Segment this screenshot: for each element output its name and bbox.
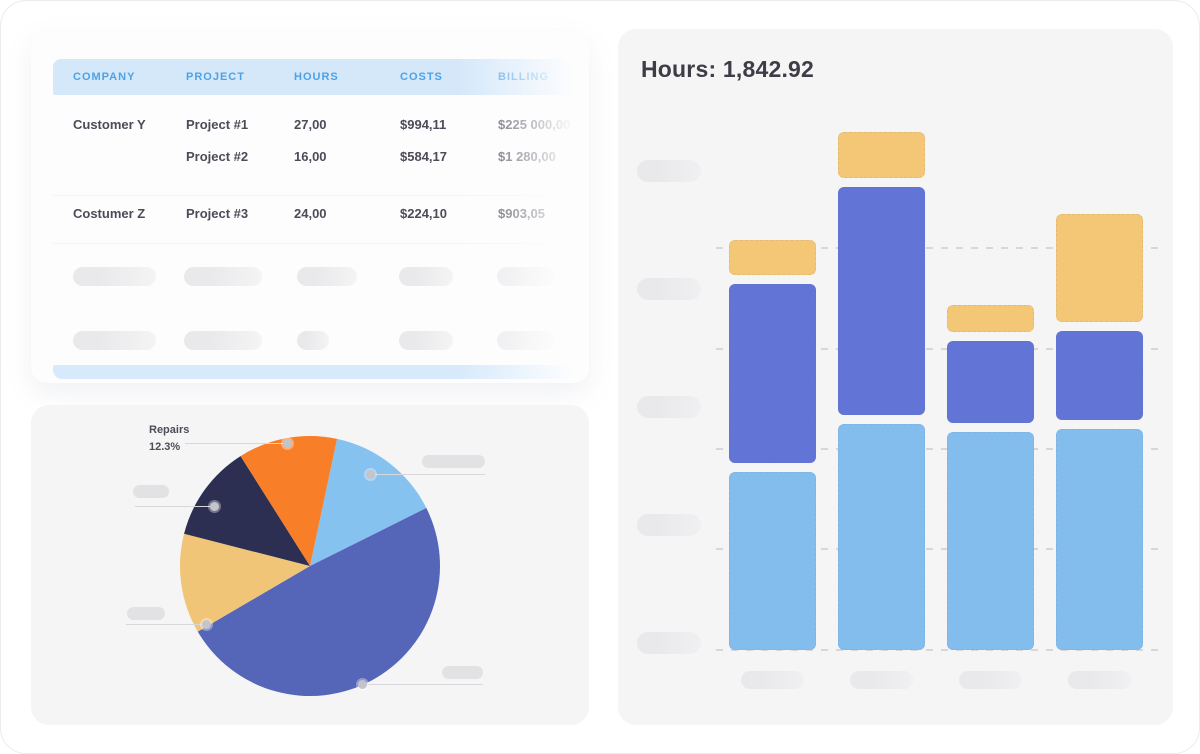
skeleton-y-axis-label — [637, 278, 701, 300]
skeleton-x-axis-label — [741, 671, 804, 689]
skeleton-cell — [184, 267, 262, 286]
skeleton-x-axis-label — [1068, 671, 1131, 689]
bar-4-segment-top-yellow — [1056, 214, 1143, 322]
bar-4-segment-bottom-light-blue — [1056, 429, 1143, 650]
skeleton-y-axis-label — [637, 514, 701, 536]
skeleton-pie-label — [133, 485, 169, 498]
pie-slice-purple — [197, 507, 441, 697]
pie-chart — [179, 435, 441, 697]
leader-line — [135, 506, 214, 507]
cell-project: Project #2 — [186, 149, 249, 164]
skeleton-cell — [184, 331, 262, 350]
skeleton-x-axis-label — [959, 671, 1022, 689]
leader-dot — [202, 620, 211, 629]
cell-company: Customer Y — [73, 117, 146, 132]
table-row: Costumer Z Project #3 24,00 $224,10 $903… — [31, 205, 589, 223]
cell-costs: $584,17 — [400, 149, 447, 164]
bar-1-segment-top-yellow — [729, 240, 816, 275]
skeleton-y-axis-label — [637, 632, 701, 654]
table-footer-band — [53, 365, 577, 379]
skeleton-table-row — [31, 267, 589, 286]
leader-line — [126, 624, 206, 625]
leader-dot — [283, 439, 292, 448]
cell-company: Costumer Z — [73, 206, 146, 221]
bar-2-segment-bottom-light-blue — [838, 424, 925, 650]
cell-hours: 27,00 — [294, 117, 327, 132]
table-header-company: COMPANY — [73, 71, 136, 83]
skeleton-cell — [399, 267, 453, 286]
table-header-project: PROJECT — [186, 71, 245, 83]
skeleton-cell — [297, 331, 329, 350]
leader-dot — [210, 502, 219, 511]
gridline — [716, 649, 1161, 651]
pie-slice-orange — [240, 435, 338, 566]
table-row: Customer Y Project #1 27,00 $994,11 $225… — [31, 116, 589, 134]
pie-slice-light-blue — [310, 438, 427, 566]
bar-chart-title: Hours: 1,842.92 — [641, 56, 815, 82]
row-separator — [53, 195, 577, 196]
row-separator — [53, 243, 577, 244]
bar-chart-card: Hours: 1,842.92 — [618, 29, 1173, 725]
cell-billing: $1 280,00 — [498, 149, 556, 164]
table-header-billing: BILLING — [498, 71, 549, 83]
cell-project: Project #1 — [186, 117, 249, 132]
cell-hours: 16,00 — [294, 149, 327, 164]
pie-slice-navy — [184, 456, 310, 566]
bar-3-segment-bottom-light-blue — [947, 432, 1034, 650]
gridline — [716, 448, 1161, 450]
pie-chart-card: Repairs 12.3% — [31, 405, 589, 725]
gridline — [716, 548, 1161, 550]
leader-dot — [358, 680, 367, 689]
table-header-hours: HOURS — [294, 71, 339, 83]
bar-1-segment-middle-purple — [729, 284, 816, 463]
cell-billing: $225 000,00 — [498, 117, 571, 132]
skeleton-cell — [497, 331, 555, 350]
table-header-costs: COSTS — [400, 71, 443, 83]
leader-line — [372, 474, 485, 475]
projects-table-card: COMPANY PROJECT HOURS COSTS BILLING Cust… — [31, 31, 589, 383]
table-row: Project #2 16,00 $584,17 $1 280,00 — [31, 148, 589, 166]
bar-4-segment-middle-purple — [1056, 331, 1143, 420]
leader-line — [185, 443, 289, 444]
pie-annotation-label: Repairs — [149, 424, 190, 436]
cell-hours: 24,00 — [294, 206, 327, 221]
bar-3-segment-middle-purple — [947, 341, 1034, 423]
bar-2-segment-top-yellow — [838, 132, 925, 178]
skeleton-table-row — [31, 331, 589, 350]
gridline — [716, 348, 1161, 350]
bar-3-segment-top-yellow — [947, 305, 1034, 332]
skeleton-pie-label — [422, 455, 485, 468]
skeleton-cell — [297, 267, 357, 286]
skeleton-cell — [73, 331, 156, 350]
skeleton-y-axis-label — [637, 396, 701, 418]
leader-line — [364, 684, 483, 685]
pie-slice-yellow — [179, 533, 310, 632]
cell-project: Project #3 — [186, 206, 249, 221]
leader-dot — [366, 470, 375, 479]
cell-billing: $903,05 — [498, 206, 545, 221]
cell-costs: $224,10 — [400, 206, 447, 221]
pie-annotation-repairs: Repairs 12.3% — [149, 422, 189, 456]
cell-costs: $994,11 — [400, 117, 447, 132]
bar-1-segment-bottom-light-blue — [729, 472, 816, 650]
skeleton-pie-label — [442, 666, 483, 679]
skeleton-x-axis-label — [850, 671, 913, 689]
bar-2-segment-middle-purple — [838, 187, 925, 415]
gridline — [716, 247, 1161, 249]
skeleton-cell — [497, 267, 555, 286]
skeleton-cell — [399, 331, 453, 350]
pie-annotation-value: 12.3% — [149, 441, 181, 453]
skeleton-y-axis-label — [637, 160, 701, 182]
skeleton-cell — [73, 267, 156, 286]
skeleton-pie-label — [127, 607, 165, 620]
